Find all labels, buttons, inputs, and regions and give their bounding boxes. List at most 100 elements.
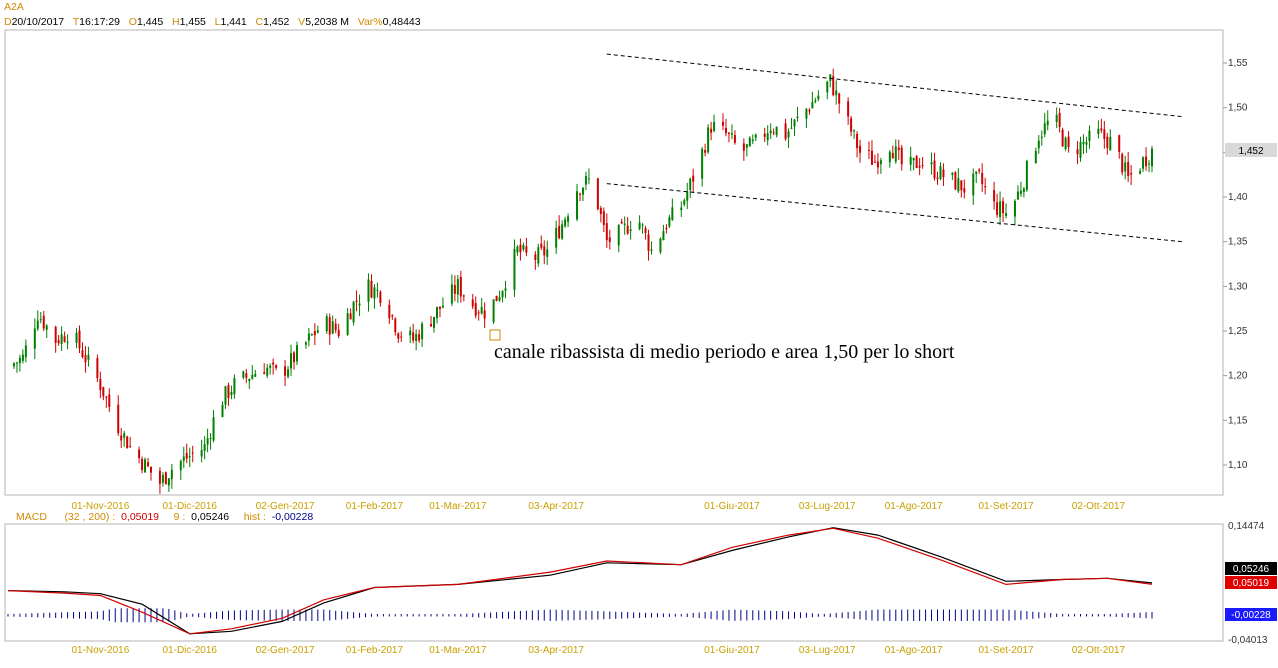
date-tick-label: 01-Ago-2017 xyxy=(885,645,943,656)
candle-down xyxy=(867,149,870,151)
candle-down xyxy=(915,156,918,169)
candle-down xyxy=(859,145,862,153)
candle-up xyxy=(415,334,418,342)
candle-down xyxy=(1058,113,1061,127)
candle-up xyxy=(66,341,69,343)
candle-up xyxy=(641,224,644,226)
candle-up xyxy=(775,126,778,136)
candle-down xyxy=(412,332,415,341)
candle-up xyxy=(909,156,912,165)
date-key: D xyxy=(4,16,12,28)
candle-down xyxy=(596,178,599,210)
candle-down xyxy=(942,169,945,178)
candle-up xyxy=(537,247,540,264)
price-tick-label: 1,30 xyxy=(1228,281,1248,292)
candle-down xyxy=(891,152,894,159)
candle-down xyxy=(1061,129,1064,147)
candle-up xyxy=(671,207,674,221)
candle-up xyxy=(87,354,90,360)
candle-down xyxy=(710,128,713,133)
candle-down xyxy=(397,333,400,339)
candle-down xyxy=(191,452,194,454)
candle-up xyxy=(161,475,164,483)
candle-up xyxy=(304,342,307,345)
candle-up xyxy=(310,334,313,336)
candle-down xyxy=(105,396,108,398)
hist-value: -0,00228 xyxy=(271,511,314,523)
var-value: 0,48443 xyxy=(382,16,421,28)
candle-down xyxy=(227,385,230,398)
candle-down xyxy=(164,472,167,485)
date-tick-label: 01-Nov-2016 xyxy=(71,501,129,512)
candle-down xyxy=(1103,129,1106,139)
candle-up xyxy=(1151,148,1153,167)
candle-up xyxy=(316,330,319,333)
candle-up xyxy=(242,371,245,378)
date-tick-label: 02-Ott-2017 xyxy=(1072,645,1126,656)
candle-down xyxy=(960,180,963,191)
candle-down xyxy=(763,133,766,137)
date-value: 20/10/2017 xyxy=(11,16,65,28)
candle-down xyxy=(558,225,561,239)
price-tick-label: 1,50 xyxy=(1228,103,1248,114)
candle-up xyxy=(1019,190,1022,194)
candle-up xyxy=(659,238,662,253)
candle-down xyxy=(1076,149,1079,155)
candle-up xyxy=(581,187,584,195)
candle-up xyxy=(21,354,24,361)
candle-down xyxy=(1130,173,1133,175)
candle-up xyxy=(1022,188,1025,192)
candle-down xyxy=(117,404,120,434)
candle-down xyxy=(63,336,66,342)
candle-up xyxy=(24,345,27,358)
candle-up xyxy=(251,374,254,379)
candle-down xyxy=(644,228,647,233)
candle-up xyxy=(269,365,272,368)
macd-panel-frame xyxy=(4,523,1224,642)
hist-badge-text: -0,00228 xyxy=(1231,610,1271,621)
chart-symbol: A2A xyxy=(4,1,24,13)
candle-up xyxy=(662,231,665,241)
candle-down xyxy=(1100,128,1103,131)
macd-params: (32 , 200) : xyxy=(64,511,116,523)
candle-up xyxy=(266,367,269,376)
candle-up xyxy=(1055,114,1058,123)
date-tick-label: 01-Nov-2016 xyxy=(71,645,129,656)
candle-down xyxy=(602,211,605,225)
channel-lines xyxy=(606,53,1182,243)
candle-up xyxy=(33,328,36,349)
candle-up xyxy=(1037,140,1040,149)
candle-down xyxy=(605,223,608,241)
candle-up xyxy=(629,229,632,232)
candle-up xyxy=(1139,170,1142,174)
candle-down xyxy=(856,133,859,149)
date-tick-label: 02-Gen-2017 xyxy=(256,501,315,512)
candle-down xyxy=(370,280,373,298)
candle-down xyxy=(519,244,522,253)
candle-up xyxy=(233,378,236,395)
candle-up xyxy=(957,178,960,192)
candle-up xyxy=(18,357,21,364)
time-value: 16:17:29 xyxy=(79,16,121,28)
candle-down xyxy=(870,150,873,165)
candle-down xyxy=(704,149,707,153)
annotation-marker[interactable] xyxy=(489,329,501,341)
candle-up xyxy=(829,74,832,81)
candle-up xyxy=(826,81,829,93)
candle-up xyxy=(203,444,206,451)
date-tick-label: 01-Giu-2017 xyxy=(704,501,760,512)
candle-down xyxy=(313,331,316,336)
candle-up xyxy=(555,227,558,248)
candle-down xyxy=(1106,136,1109,149)
candle-up xyxy=(1082,141,1085,145)
last-price-text: 1,452 xyxy=(1238,146,1263,157)
candle-down xyxy=(293,352,295,363)
candle-up xyxy=(888,151,891,163)
candle-up xyxy=(501,291,504,298)
candle-down xyxy=(724,127,727,134)
candle-up xyxy=(409,330,412,336)
channel-lower-line xyxy=(606,183,1182,243)
macd-tick-label: 0,14474 xyxy=(1228,521,1265,532)
candle-down xyxy=(900,147,903,165)
